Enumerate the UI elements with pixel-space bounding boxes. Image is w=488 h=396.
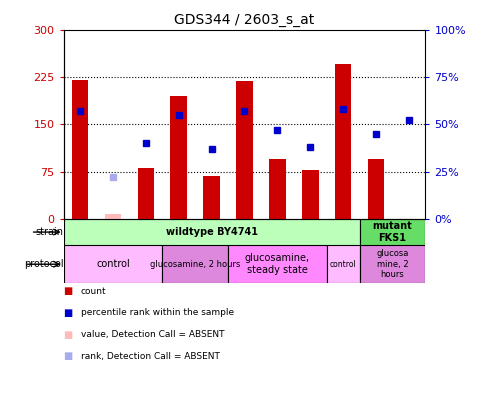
Text: GSM6717: GSM6717 bbox=[202, 228, 211, 268]
Text: percentile rank within the sample: percentile rank within the sample bbox=[81, 308, 233, 317]
Text: glucosamine, 2 hours: glucosamine, 2 hours bbox=[150, 260, 240, 269]
Text: protocol: protocol bbox=[24, 259, 64, 269]
Text: count: count bbox=[81, 287, 106, 295]
Bar bbox=[367, 159, 384, 219]
Text: GSM6726: GSM6726 bbox=[235, 228, 244, 268]
Bar bbox=[236, 82, 252, 219]
Text: GSM6729: GSM6729 bbox=[301, 228, 310, 268]
Bar bbox=[359, 245, 425, 283]
Text: GSM6732: GSM6732 bbox=[399, 228, 408, 268]
Text: GSM6713: GSM6713 bbox=[137, 228, 145, 268]
Text: glucosa
mine, 2
hours: glucosa mine, 2 hours bbox=[376, 249, 408, 279]
Bar bbox=[334, 65, 351, 219]
Text: ■: ■ bbox=[63, 351, 73, 362]
Text: strain: strain bbox=[36, 227, 64, 237]
Bar bbox=[326, 245, 359, 283]
Text: control: control bbox=[96, 259, 129, 269]
Text: GSM6711: GSM6711 bbox=[71, 228, 80, 268]
Text: wildtype BY4741: wildtype BY4741 bbox=[165, 227, 257, 237]
Text: control: control bbox=[329, 260, 356, 269]
Bar bbox=[170, 96, 186, 219]
Text: GSM6731: GSM6731 bbox=[366, 228, 375, 268]
Bar bbox=[162, 245, 227, 283]
Text: ■: ■ bbox=[63, 308, 73, 318]
Text: value, Detection Call = ABSENT: value, Detection Call = ABSENT bbox=[81, 330, 224, 339]
Bar bbox=[227, 245, 326, 283]
Bar bbox=[104, 214, 121, 219]
Text: GSM6730: GSM6730 bbox=[333, 228, 343, 268]
Bar bbox=[268, 159, 285, 219]
Text: glucosamine,
steady state: glucosamine, steady state bbox=[244, 253, 309, 275]
Text: ■: ■ bbox=[63, 329, 73, 340]
Bar bbox=[63, 245, 162, 283]
Text: GSM6715: GSM6715 bbox=[169, 228, 178, 268]
Text: GSM6728: GSM6728 bbox=[268, 228, 277, 268]
Bar bbox=[137, 168, 154, 219]
Text: ■: ■ bbox=[63, 286, 73, 296]
Bar bbox=[203, 176, 220, 219]
Bar bbox=[72, 80, 88, 219]
Text: GSM6712: GSM6712 bbox=[104, 228, 113, 268]
Bar bbox=[63, 219, 359, 245]
Title: GDS344 / 2603_s_at: GDS344 / 2603_s_at bbox=[174, 13, 314, 27]
Bar bbox=[359, 219, 425, 245]
Text: mutant
FKS1: mutant FKS1 bbox=[372, 221, 411, 243]
Bar bbox=[302, 169, 318, 219]
Text: rank, Detection Call = ABSENT: rank, Detection Call = ABSENT bbox=[81, 352, 219, 361]
